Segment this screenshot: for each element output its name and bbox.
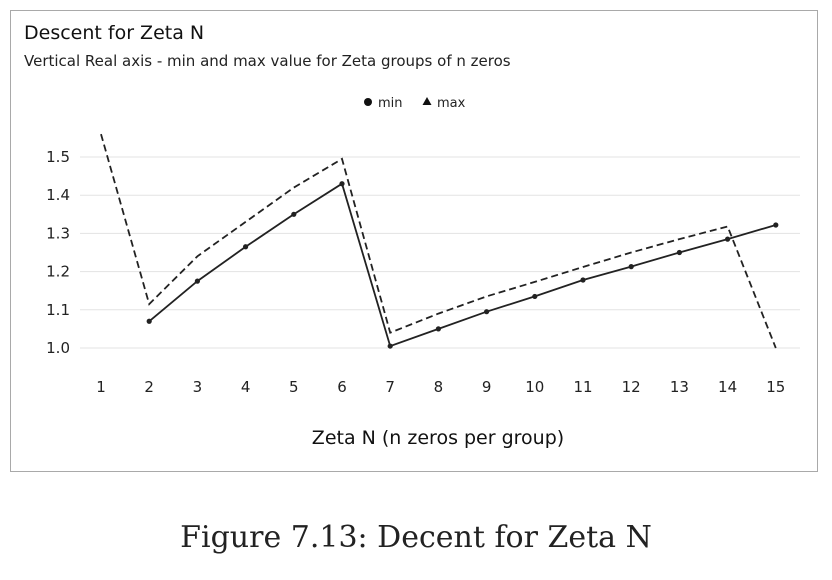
chart-title: Descent for Zeta N: [24, 22, 205, 44]
x-tick-label: 8: [434, 378, 444, 396]
x-tick-label: 10: [525, 378, 544, 396]
y-tick-label: 1.3: [46, 224, 70, 242]
legend-min-marker: [364, 98, 372, 106]
series-min-line: [148, 182, 777, 348]
series-min-point: [146, 318, 152, 324]
y-tick-label: 1.0: [46, 339, 70, 357]
legend-max-marker: [422, 97, 432, 105]
legend: min max: [364, 96, 466, 111]
series-max-line: [100, 133, 777, 349]
series-min-point: [580, 277, 586, 283]
gridlines: [80, 156, 800, 349]
chart-subtitle: Vertical Real axis - min and max value f…: [24, 52, 511, 70]
x-tick-label: 14: [718, 378, 737, 396]
y-tick-label: 1.1: [46, 301, 70, 319]
x-tick-label: 7: [385, 378, 395, 396]
y-tick-label: 1.2: [46, 263, 70, 281]
series-min-point: [243, 244, 249, 250]
chart-frame: [10, 10, 818, 472]
chart-plot: 1.01.11.21.31.41.5 1 2 3 4 5 6 7 8 9 10 11 12 13 14 15…: [46, 96, 800, 449]
x-tick-label: 12: [622, 378, 641, 396]
x-tick-label: 13: [670, 378, 689, 396]
series-min-point: [484, 309, 490, 315]
y-tick-label: 1.5: [46, 148, 70, 166]
y-tick-label: 1.4: [46, 186, 70, 204]
series-min-point: [628, 264, 634, 270]
series-min-point: [194, 278, 200, 284]
x-tick-label: 9: [482, 378, 492, 396]
series-group: [100, 133, 779, 349]
series-min-point: [532, 293, 538, 300]
x-tick-label: 1: [96, 378, 106, 396]
x-tick-label: 11: [573, 378, 592, 396]
x-axis-label: Zeta N (n zeros per group): [312, 427, 564, 449]
x-tick-label: 4: [241, 378, 251, 396]
x-tick-label: 6: [337, 378, 347, 396]
x-tick-label: 2: [144, 378, 154, 396]
x-tick-label: 5: [289, 378, 299, 396]
series-min-point: [387, 343, 393, 349]
series-min-point: [725, 236, 731, 242]
series-min-point: [773, 222, 779, 228]
x-tick-labels: 1 2 3 4 5 6 7 8 9 10 11 12 13 14 15: [96, 378, 785, 396]
figure-caption: Figure 7.13: Decent for Zeta N: [180, 520, 652, 555]
legend-min-label: min: [378, 96, 403, 111]
series-min-point: [291, 211, 297, 217]
legend-max-label: max: [437, 96, 466, 111]
y-tick-labels: 1.0 1.1 1.2 1.3 1.4 1.5: [46, 148, 70, 357]
series-min-point: [435, 326, 441, 332]
x-tick-label: 3: [193, 378, 203, 396]
series-min-point: [339, 181, 345, 187]
x-tick-label: 15: [766, 378, 785, 396]
series-min-point: [676, 249, 683, 256]
